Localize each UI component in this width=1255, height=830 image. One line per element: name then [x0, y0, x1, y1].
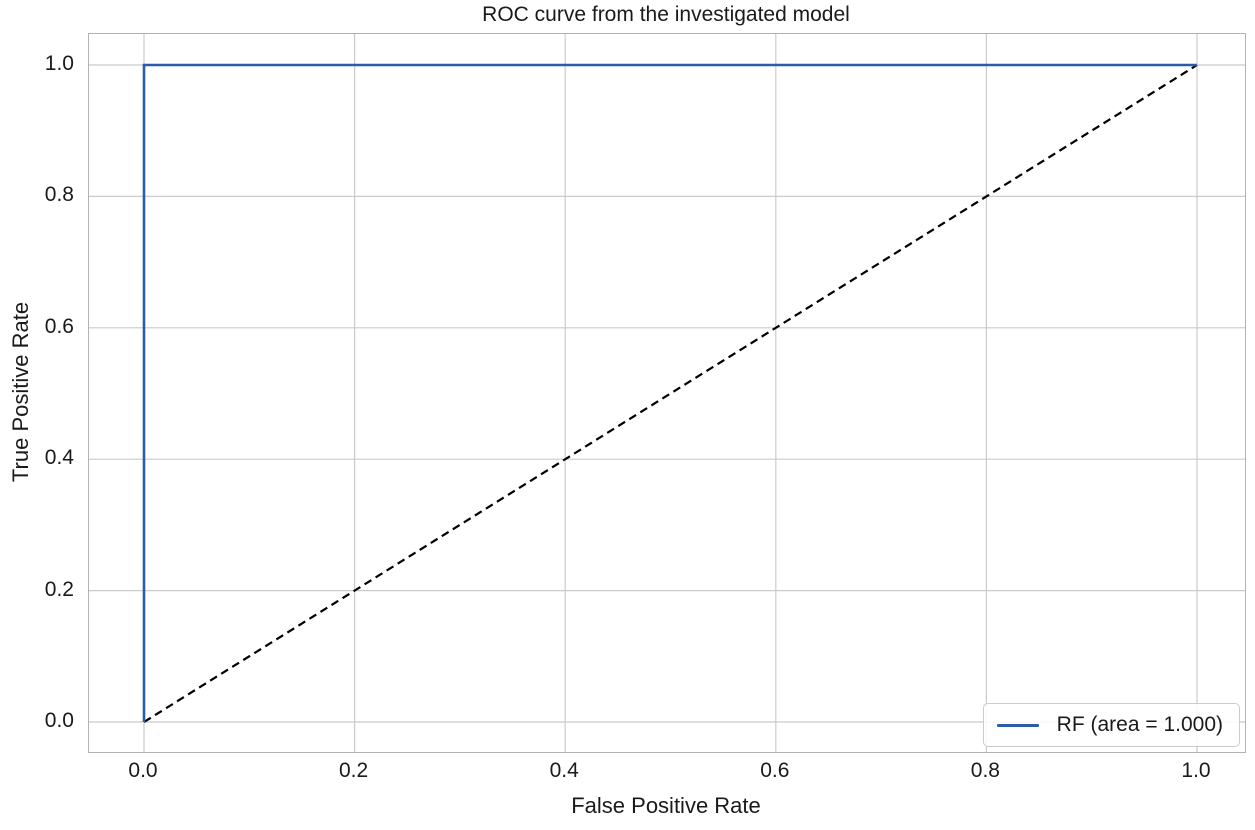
- legend-label: RF (area = 1.000): [1056, 713, 1223, 736]
- x-tick-label: 0.6: [760, 759, 790, 782]
- x-axis-label: False Positive Rate: [571, 793, 761, 818]
- x-tick-label: 0.0: [128, 759, 158, 782]
- x-tick-label: 0.2: [338, 759, 369, 782]
- x-tick-label: 1.0: [1181, 759, 1211, 782]
- y-tick-label: 1.0: [44, 52, 74, 75]
- chart-title: ROC curve from the investigated model: [482, 3, 850, 26]
- y-tick-label: 0.0: [44, 709, 74, 732]
- y-tick-label: 0.2: [44, 577, 74, 601]
- legend-line-sample: [996, 723, 1039, 727]
- y-tick-label: 0.8: [44, 183, 74, 207]
- plot-area: RF (area = 1.000): [88, 33, 1246, 753]
- x-tick-label: 0.4: [549, 759, 579, 782]
- y-tick-label: 0.4: [44, 446, 74, 470]
- x-tick-label: 0.8: [970, 759, 1000, 782]
- roc-plot-canvas: [89, 34, 1245, 752]
- y-tick-label: 0.6: [44, 314, 74, 338]
- legend: RF (area = 1.000): [982, 703, 1240, 747]
